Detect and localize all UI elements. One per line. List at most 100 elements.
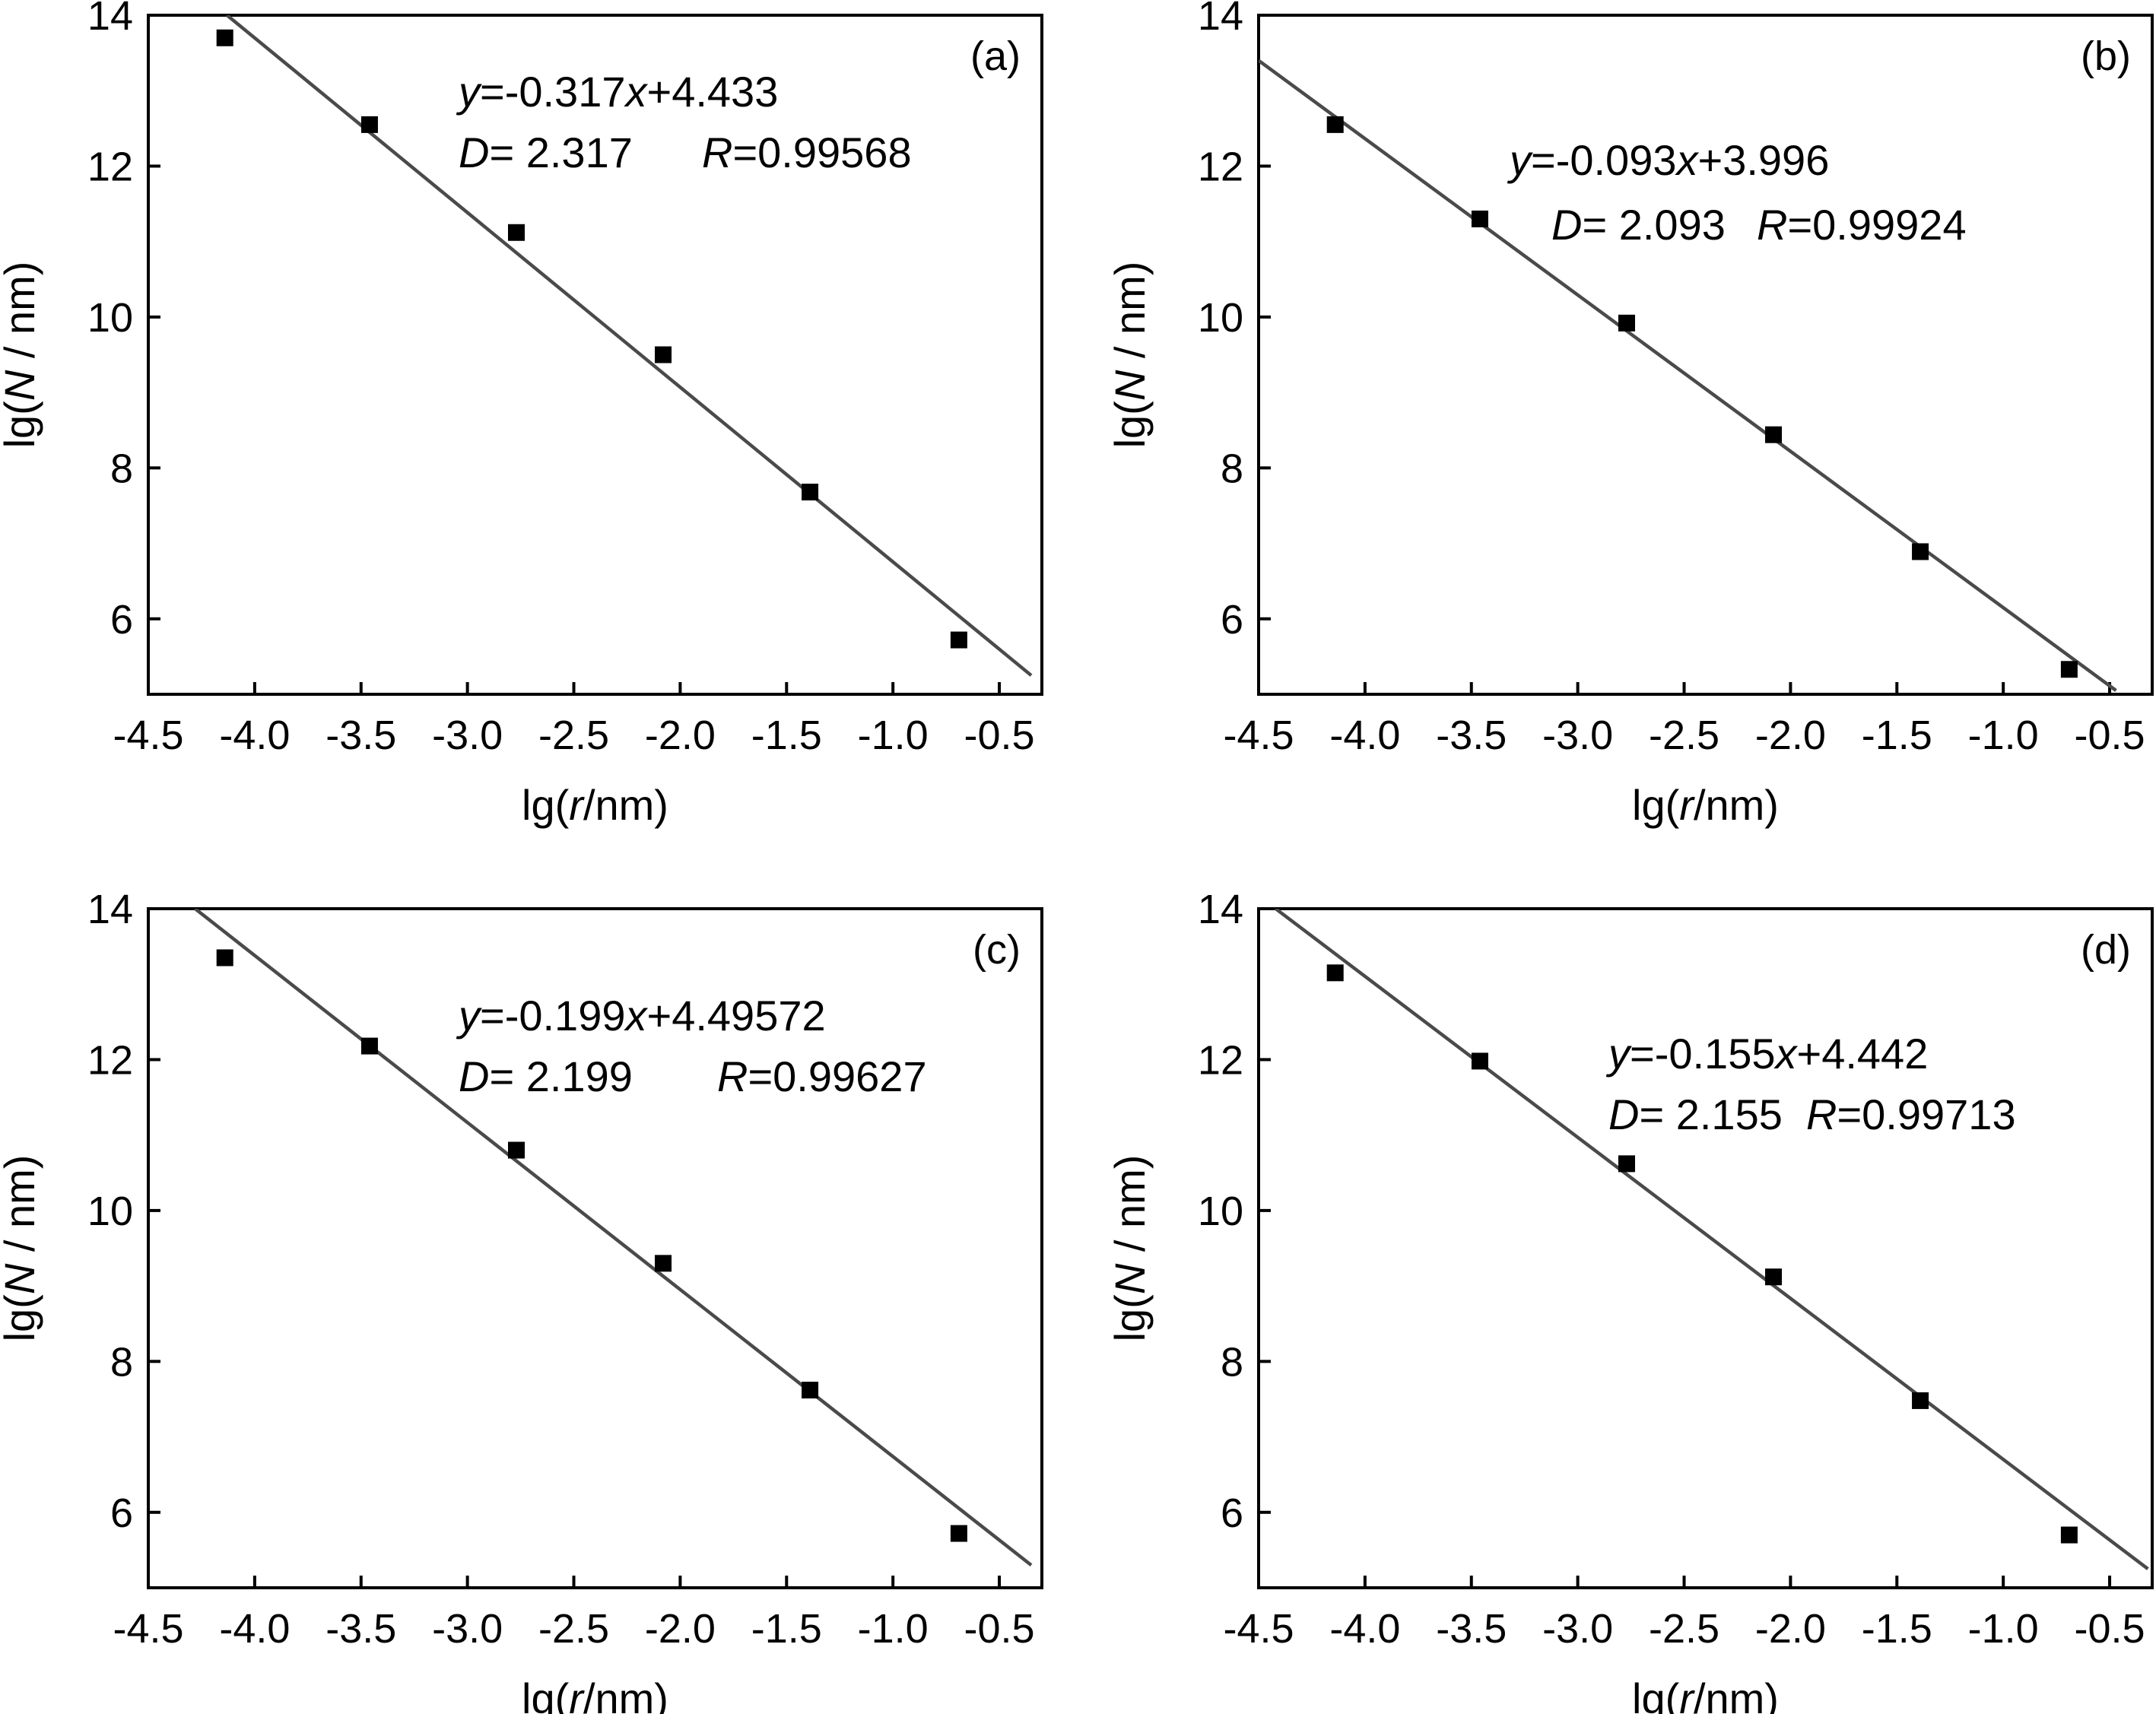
data-point — [1326, 964, 1344, 982]
equation-y: y — [1507, 136, 1533, 184]
y-tick-label: 6 — [1221, 1490, 1243, 1536]
y-tick-label: 12 — [1198, 144, 1243, 189]
y-tick-label: 10 — [87, 1189, 133, 1234]
fit-equation: y=-0.317x+4.433 — [456, 68, 778, 116]
plot-frame — [1257, 907, 2154, 1589]
data-point — [1765, 426, 1783, 443]
r-var: R — [717, 1052, 748, 1100]
data-point — [1618, 314, 1635, 332]
equation-y: y — [1605, 1030, 1632, 1078]
data-point — [802, 484, 819, 501]
correlation-coefficient: R=0.99568 — [702, 129, 912, 176]
data-point — [507, 1141, 525, 1159]
data-point — [360, 1037, 378, 1055]
data-point — [1471, 210, 1488, 227]
x-tick-label: -3.0 — [432, 713, 503, 758]
panel-d: -4.5 -4.0 -3.5 -3.0 -2.5 -2.0 -1.5 -1.0 -0.5 6 8 10… — [1106, 887, 2154, 1714]
fractal-dimension: D= 2.155 — [1608, 1090, 1783, 1138]
fractal-dimension: D= 2.093 — [1551, 201, 1726, 249]
d-value: = 2.317 — [489, 129, 632, 176]
y-tick-label: 14 — [1198, 0, 1243, 39]
equation-slope: =-0.155 — [1630, 1030, 1776, 1078]
x-axis-label-var: r — [569, 781, 585, 829]
equation-intercept: +4.442 — [1797, 1030, 1929, 1078]
y-tick-label: 14 — [1198, 887, 1243, 932]
x-axis-label-prefix: lg( — [522, 781, 570, 829]
panel-label: (b) — [2081, 33, 2131, 79]
x-axis-label-suffix: /nm) — [1694, 1674, 1779, 1714]
x-tick-label: -2.0 — [1755, 1606, 1826, 1652]
y-tick-label: 14 — [87, 887, 133, 932]
r-var: R — [1806, 1090, 1837, 1138]
x-tick-label: -3.0 — [432, 1606, 503, 1652]
d-var: D — [1608, 1090, 1639, 1138]
x-tick-label: -2.5 — [538, 713, 609, 758]
x-tick-label: -0.5 — [2075, 1606, 2145, 1652]
y-axis-label-suffix: / nm) — [1106, 1155, 1154, 1264]
data-point — [216, 29, 233, 46]
x-tick-label: -3.0 — [1542, 713, 1613, 758]
data-point — [1326, 116, 1344, 133]
x-tick-label: -4.0 — [219, 1606, 290, 1652]
fit-equation: y=-0.093x+3.996 — [1507, 136, 1829, 184]
y-axis-label: lg(N / nm) — [1106, 1155, 1154, 1342]
y-tick-label: 8 — [1221, 1339, 1243, 1385]
data-point — [507, 224, 525, 241]
data-point — [655, 346, 672, 363]
x-tick-label: -2.5 — [1649, 1606, 1719, 1652]
x-tick-label: -3.5 — [325, 713, 396, 758]
x-tick-label: -0.5 — [2075, 713, 2145, 758]
panel-label: (c) — [973, 927, 1021, 973]
x-tick-label: -4.5 — [1223, 713, 1294, 758]
plot-frame — [1257, 14, 2154, 696]
equation-intercept: +4.433 — [647, 68, 779, 116]
equation-x: x — [624, 992, 649, 1040]
equation-slope: =-0.199 — [480, 992, 626, 1040]
correlation-coefficient: R=0.99713 — [1806, 1090, 2016, 1138]
equation-intercept: +4.49572 — [647, 992, 826, 1040]
y-axis-label-prefix: lg( — [1106, 1294, 1154, 1342]
x-tick-label: -1.5 — [751, 1606, 822, 1652]
x-tick-label: -2.0 — [1755, 713, 1826, 758]
fit-line — [1275, 909, 2149, 1570]
y-axis-label-suffix: / nm) — [1106, 262, 1154, 370]
d-value: = 2.155 — [1639, 1090, 1782, 1138]
y-tick-label: 6 — [1221, 597, 1243, 643]
panel-label: (d) — [2081, 927, 2131, 973]
x-tick-label: -4.0 — [1329, 1606, 1400, 1652]
y-axis-label-prefix: lg( — [0, 401, 43, 449]
equation-x: x — [624, 68, 649, 116]
y-axis-label: lg(N / nm) — [1106, 262, 1154, 449]
fit-line — [1259, 59, 2117, 692]
y-tick-label: 12 — [87, 144, 133, 189]
r-value: =0.99924 — [1787, 201, 1966, 249]
x-tick-label: -1.5 — [1862, 713, 1932, 758]
fit-equation: y=-0.199x+4.49572 — [456, 992, 826, 1040]
data-point — [1912, 1392, 1929, 1409]
x-tick-label: -1.0 — [1968, 713, 2039, 758]
y-tick-label: 10 — [87, 295, 133, 341]
panel-c: -4.5 -4.0 -3.5 -3.0 -2.5 -2.0 -1.5 -1.0 -0.5 6 8 10… — [0, 887, 1043, 1714]
x-tick-label: -2.0 — [645, 1606, 716, 1652]
equation-x: x — [1773, 1030, 1799, 1078]
x-axis-label: lg(r/nm) — [522, 1674, 668, 1714]
equation-y: y — [456, 992, 482, 1040]
y-axis-label-var: N — [0, 1263, 43, 1294]
x-tick-label: -0.5 — [964, 713, 1035, 758]
y-tick-label: 10 — [1198, 295, 1243, 341]
data-point — [655, 1255, 672, 1272]
y-axis-label-var: N — [0, 370, 43, 401]
correlation-coefficient: R=0.99924 — [1757, 201, 1967, 249]
equation-slope: =-0.093 — [1531, 136, 1677, 184]
y-tick-label: 12 — [87, 1037, 133, 1083]
r-value: =0.99713 — [1837, 1090, 2015, 1138]
x-tick-label: -0.5 — [964, 1606, 1035, 1652]
y-tick-label: 6 — [110, 1490, 133, 1536]
x-tick-label: -4.5 — [113, 713, 183, 758]
fit-line — [194, 909, 1033, 1567]
x-axis-label-var: r — [1679, 1674, 1695, 1714]
data-point — [2060, 1526, 2078, 1544]
y-axis-label-suffix: / nm) — [0, 262, 43, 370]
panel-b: -4.5 -4.0 -3.5 -3.0 -2.5 -2.0 -1.5 -1.0 -0.5 6 8 10… — [1106, 0, 2154, 829]
